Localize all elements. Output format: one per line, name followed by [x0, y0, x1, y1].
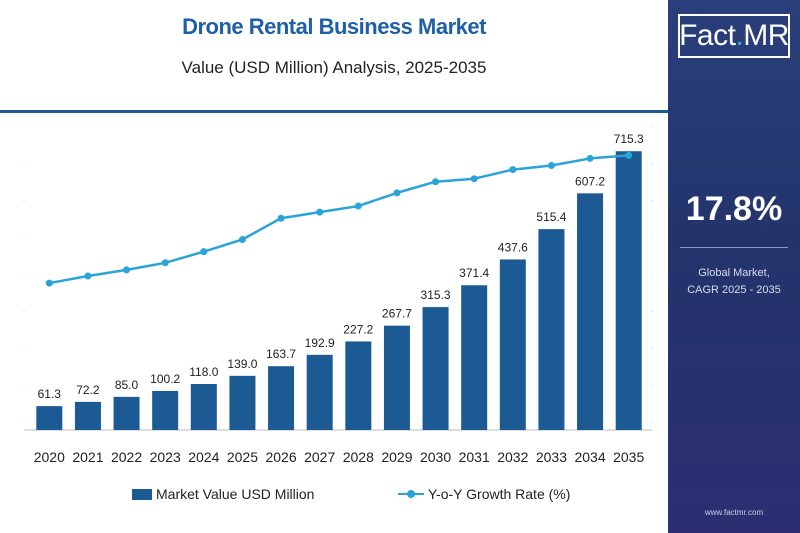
- legend-line-dot: [407, 490, 415, 498]
- x-tick-label-2033: 2033: [536, 449, 567, 465]
- bar-value-label-2028: 227.2: [343, 322, 373, 336]
- bar-2029: [383, 325, 410, 430]
- growth-point-2030: [432, 178, 440, 186]
- bar-value-label-2030: 315.3: [421, 288, 451, 302]
- bar-value-label-2029: 267.7: [382, 307, 412, 321]
- cagr-label-line1: Global Market,: [698, 267, 770, 279]
- bar-2032: [499, 259, 526, 430]
- growth-point-2021: [84, 272, 92, 280]
- page-subtitle: Value (USD Million) Analysis, 2025-2035: [181, 58, 487, 77]
- bar-2021: [74, 401, 101, 430]
- logo-dot: .: [735, 19, 744, 52]
- bar-2022: [113, 396, 140, 430]
- bar-2031: [461, 285, 488, 430]
- page-title: Drone Rental Business Market: [182, 14, 486, 39]
- cagr-label: Global Market, CAGR 2025 - 2035: [668, 265, 800, 299]
- bar-value-label-2024: 118.0: [189, 365, 218, 379]
- cagr-value: 17.8%: [685, 190, 783, 228]
- sidebar-panel: Fact. MR 17.8% Global Market, CAGR 2025 -…: [668, 0, 800, 533]
- growth-point-2025: [238, 235, 246, 243]
- bar-2025: [229, 375, 256, 430]
- x-tick-label-2025: 2025: [227, 449, 258, 465]
- x-tick-label-2031: 2031: [459, 449, 490, 465]
- bar-value-label-2022: 85.0: [115, 378, 139, 392]
- x-tick-label-2022: 2022: [111, 449, 142, 465]
- growth-point-2020: [45, 279, 53, 287]
- growth-point-2024: [200, 248, 208, 256]
- bar-value-label-2033: 515.4: [536, 210, 566, 224]
- bar-value-label-2035: 715.3: [614, 132, 644, 146]
- chart-panel: Drone Rental Business Market Value (USD …: [0, 14, 668, 504]
- x-tick-label-2023: 2023: [150, 449, 181, 465]
- x-tick-label-2024: 2024: [188, 449, 219, 465]
- growth-point-2029: [393, 189, 401, 197]
- bar-2020: [36, 406, 63, 430]
- x-tick-label-2032: 2032: [497, 449, 528, 465]
- bar-2024: [190, 384, 217, 430]
- bar-2023: [152, 390, 179, 430]
- bar-2028: [345, 341, 372, 430]
- x-tick-label-2021: 2021: [72, 449, 103, 465]
- x-tick-label-2030: 2030: [420, 449, 451, 465]
- growth-point-2026: [277, 214, 285, 222]
- legend-bar-label: Market Value USD Million: [156, 486, 315, 502]
- title-divider: [0, 110, 668, 113]
- growth-point-2031: [470, 175, 478, 183]
- bar-2033: [538, 229, 565, 430]
- x-tick-label-2027: 2027: [304, 449, 335, 465]
- growth-point-2033: [547, 162, 555, 170]
- legend-item-bar: Market Value USD Million: [132, 484, 314, 504]
- growth-point-2034: [586, 154, 594, 162]
- bar-value-label-2020: 61.3: [38, 387, 62, 401]
- growth-line: [49, 154, 629, 285]
- bar-value-label-2031: 371.4: [459, 266, 489, 280]
- x-tick-label-2020: 2020: [34, 449, 65, 465]
- cagr-divider: [680, 247, 788, 248]
- growth-point-2023: [161, 259, 169, 267]
- combo-chart: 61.3 72.2 85.0 100.2 118.0 139.0 163.7 192.9 227…: [23, 126, 653, 465]
- x-tick-label-2028: 2028: [343, 449, 374, 465]
- bar-value-label-2027: 192.9: [305, 336, 335, 350]
- bar-value-label-2032: 437.6: [498, 240, 528, 254]
- x-tick-label-2035: 2035: [613, 449, 644, 465]
- x-tick-label-2029: 2029: [381, 449, 412, 465]
- bar-value-label-2021: 72.2: [76, 383, 100, 397]
- bar-2026: [268, 366, 295, 430]
- cagr-label-line2: CAGR 2025 - 2035: [687, 284, 781, 296]
- growth-point-2028: [354, 202, 362, 210]
- growth-point-2035: [625, 151, 633, 159]
- bar-2030: [422, 307, 449, 430]
- growth-point-2032: [509, 166, 517, 174]
- logo-text-left: Fact: [679, 19, 736, 52]
- growth-point-2027: [316, 208, 324, 216]
- legend-line-label: Y-o-Y Growth Rate (%): [428, 486, 571, 502]
- x-tick-label-2034: 2034: [574, 449, 605, 465]
- legend-line-swatch: [398, 490, 424, 498]
- bar-value-label-2034: 607.2: [575, 174, 605, 188]
- bar-value-label-2026: 163.7: [266, 347, 296, 361]
- website-link[interactable]: www.factmr.com: [704, 508, 764, 517]
- legend-item-line: Y-o-Y Growth Rate (%): [398, 484, 570, 504]
- legend-bar-swatch: [132, 488, 152, 500]
- bar-value-label-2023: 100.2: [150, 372, 180, 386]
- factmr-logo: Fact. MR: [678, 14, 790, 58]
- growth-point-2022: [123, 266, 131, 274]
- logo-text-right: MR: [743, 19, 789, 52]
- bar-value-label-2025: 139.0: [227, 357, 257, 371]
- bar-2034: [577, 193, 604, 430]
- bar-2035: [615, 151, 642, 430]
- bar-2027: [306, 354, 333, 430]
- x-tick-label-2026: 2026: [265, 449, 296, 465]
